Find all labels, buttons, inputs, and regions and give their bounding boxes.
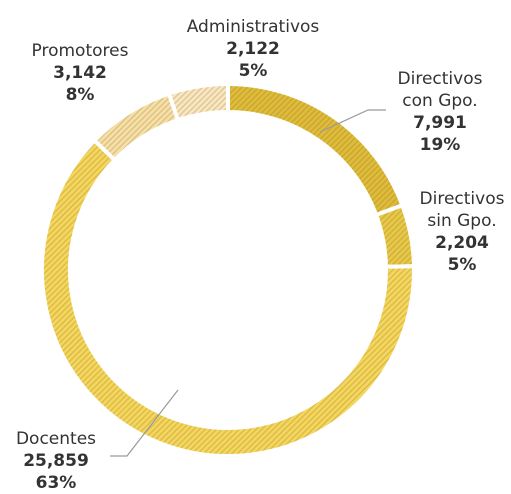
label-text-docentes: Docentes: [15, 429, 97, 449]
label-directivos-sin-gpo: Directivos sin Gpo. 2,204 5%: [407, 188, 511, 276]
slice-docentes: [40, 137, 416, 458]
label-text-promotores: Promotores: [31, 41, 129, 61]
donut-slices: [40, 81, 417, 458]
percent-label-directivos-con-gpo: 19%: [419, 135, 461, 155]
label-text-directivos-sin-gpo: sin Gpo.: [427, 211, 497, 231]
percent-label-directivos-sin-gpo: 5%: [447, 255, 477, 275]
label-directivos-con-gpo: Directivos con Gpo. 7,991 19%: [375, 68, 505, 156]
value-label-promotores: 3,142: [53, 63, 107, 83]
label-administrativos: Administrativos 2,122 5%: [168, 16, 338, 82]
label-text-directivos-con-gpo: con Gpo.: [402, 91, 478, 111]
leader-lines: [110, 109, 386, 457]
label-promotores: Promotores 3,142 8%: [20, 40, 140, 106]
label-text-directivos-con-gpo: Directivos: [397, 69, 483, 89]
percent-label-administrativos: 5%: [238, 61, 268, 81]
value-label-administrativos: 2,122: [226, 39, 280, 59]
label-text-directivos-sin-gpo: Directivos: [419, 189, 505, 209]
value-label-directivos-con-gpo: 7,991: [413, 113, 467, 133]
percent-label-docentes: 63%: [35, 473, 77, 493]
leader-line-docentes: [110, 389, 179, 457]
slice-administrativos: [166, 81, 230, 123]
label-docentes: Docentes 25,859 63%: [1, 428, 111, 494]
value-label-docentes: 25,859: [23, 451, 89, 471]
label-text-administrativos: Administrativos: [186, 17, 320, 37]
leader-line-directivos-con-gpo: [319, 109, 386, 133]
value-label-directivos-sin-gpo: 2,204: [435, 233, 489, 253]
percent-label-promotores: 8%: [65, 85, 95, 105]
